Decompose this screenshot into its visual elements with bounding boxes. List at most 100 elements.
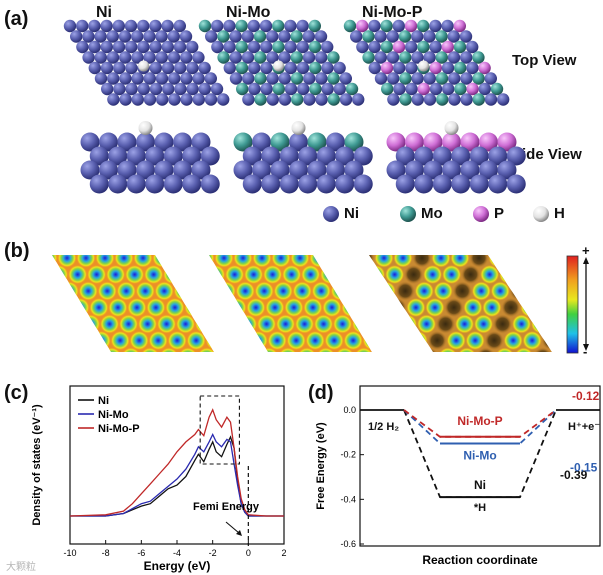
atom — [192, 93, 205, 106]
atom — [174, 61, 187, 75]
atom — [479, 132, 498, 152]
atom — [247, 19, 260, 33]
atom — [309, 61, 322, 75]
atom — [173, 132, 192, 152]
atom — [289, 160, 308, 180]
fermi-energy-annotation: Femi Energy — [193, 501, 260, 513]
legend-p-swatch — [473, 206, 489, 222]
atom — [302, 30, 315, 43]
atom — [442, 160, 461, 180]
atom — [362, 30, 375, 43]
atom — [229, 51, 242, 64]
series-name-ni-mo: Ni-Mo — [463, 449, 496, 463]
atom — [279, 174, 299, 194]
atom — [497, 93, 510, 106]
atom — [82, 30, 95, 43]
atom — [335, 174, 355, 194]
atom — [326, 132, 345, 152]
atom — [100, 40, 114, 54]
atom — [411, 51, 424, 64]
top-view-model-1 — [63, 19, 230, 106]
legend-label-ni: Ni — [344, 205, 359, 222]
atom — [223, 40, 236, 54]
atom — [447, 30, 460, 43]
atom — [453, 19, 466, 33]
atom — [441, 40, 454, 54]
atom — [399, 72, 412, 85]
atom — [113, 61, 126, 75]
atom — [488, 146, 508, 166]
atom — [235, 40, 248, 54]
side-view-model-3 — [386, 121, 526, 194]
atom — [405, 82, 418, 96]
legend-label-ni-mo: Ni-Mo — [98, 409, 129, 421]
atom — [119, 51, 132, 64]
atom — [217, 51, 230, 64]
atom — [80, 132, 100, 152]
atom — [448, 93, 461, 106]
atom — [374, 30, 387, 43]
atom — [229, 30, 242, 43]
atom — [297, 82, 310, 96]
atom — [423, 160, 443, 180]
atom — [117, 132, 137, 152]
atom — [497, 132, 517, 152]
atom — [315, 51, 328, 64]
atom — [163, 146, 183, 166]
legend-ni-swatch — [323, 206, 339, 222]
atom — [423, 93, 437, 106]
atom — [63, 19, 77, 33]
atom — [168, 72, 181, 85]
atom — [399, 93, 412, 106]
atom — [254, 72, 267, 85]
atom — [261, 146, 281, 166]
atom — [423, 132, 443, 152]
atom — [393, 61, 406, 75]
atom — [149, 61, 162, 75]
intermediate-label: *H — [474, 502, 486, 514]
atom — [284, 19, 297, 33]
atom — [200, 146, 220, 166]
atom — [192, 72, 205, 85]
atom — [411, 72, 424, 85]
hydrogen-atom — [273, 60, 285, 72]
side-view-model-2 — [233, 121, 373, 194]
atom — [327, 51, 340, 64]
atom — [217, 93, 230, 106]
atom — [442, 132, 461, 152]
atom — [399, 51, 412, 64]
atom — [108, 146, 128, 166]
atom — [106, 30, 120, 43]
atom — [260, 40, 273, 54]
atom — [484, 93, 498, 106]
atom — [161, 40, 174, 54]
atom — [414, 174, 434, 194]
atom — [70, 30, 83, 43]
atom — [82, 51, 95, 64]
atom — [321, 61, 334, 75]
atom — [198, 61, 211, 75]
atom — [488, 174, 508, 194]
atom — [395, 174, 415, 194]
atom — [149, 82, 163, 96]
atom — [278, 93, 292, 106]
atom — [223, 19, 236, 33]
legend-label-h: H — [554, 205, 565, 222]
atom — [247, 40, 261, 54]
atom — [191, 160, 211, 180]
atom — [155, 51, 168, 64]
atom — [182, 146, 202, 166]
atom — [309, 82, 322, 96]
atom — [398, 30, 412, 43]
atom — [131, 93, 144, 106]
atom — [387, 72, 400, 85]
atom — [327, 93, 340, 106]
scale-minus-label: - — [583, 344, 588, 359]
atom — [119, 72, 132, 85]
atom — [290, 30, 303, 43]
atom — [173, 160, 192, 180]
atom — [454, 61, 467, 75]
side-view-model-1 — [80, 121, 220, 194]
atom — [149, 19, 162, 33]
atom — [429, 19, 442, 33]
